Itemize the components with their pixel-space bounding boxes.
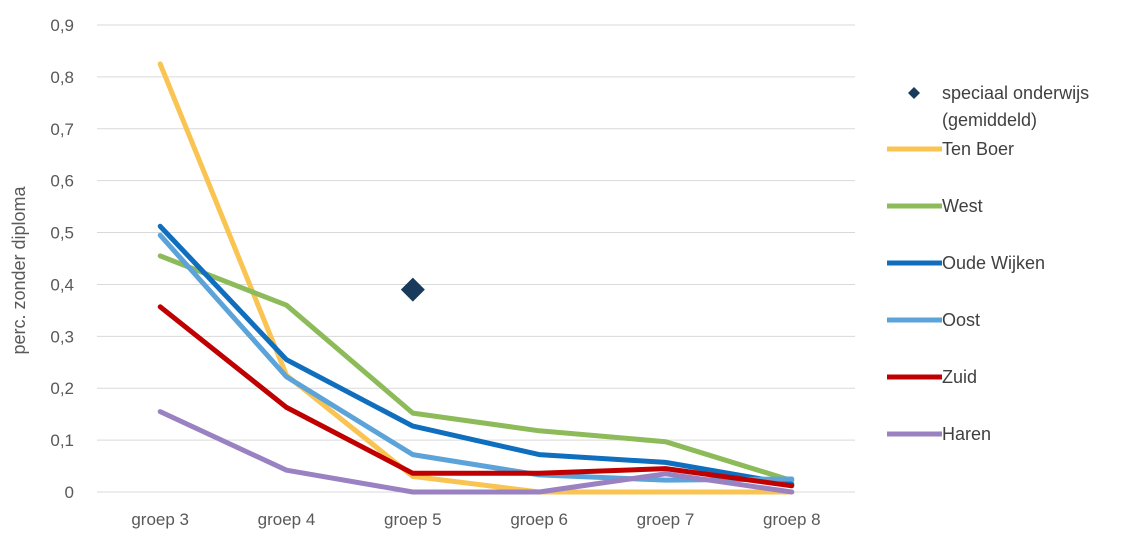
series-lines — [157, 61, 795, 495]
y-tick-label: 0,6 — [50, 172, 74, 191]
x-tick-label: groep 3 — [131, 510, 189, 529]
x-tick-label: groep 7 — [637, 510, 695, 529]
y-tick-label: 0,2 — [50, 379, 74, 398]
legend-label: Haren — [942, 424, 991, 444]
y-tick-label: 0,8 — [50, 68, 74, 87]
y-axis-ticks: 0 0,1 0,2 0,3 0,4 0,5 0,6 0,7 0,8 0,9 — [50, 16, 74, 502]
series-line-oude-wijken — [157, 223, 795, 487]
series-line-haren — [157, 409, 795, 495]
legend-label: Oude Wijken — [942, 253, 1045, 273]
y-tick-label: 0,9 — [50, 16, 74, 35]
y-tick-label: 0,1 — [50, 431, 74, 450]
series-line-ten-boer — [157, 61, 795, 495]
marker-point — [400, 277, 425, 302]
legend-label: Zuid — [942, 367, 977, 387]
legend-label: West — [942, 196, 983, 216]
y-tick-label: 0,7 — [50, 120, 74, 139]
y-tick-label: 0 — [65, 483, 74, 502]
marker-points — [400, 277, 425, 302]
x-tick-label: groep 8 — [763, 510, 821, 529]
legend-marker-label: speciaal onderwijs — [942, 83, 1089, 103]
legend-marker-label: (gemiddeld) — [942, 110, 1037, 130]
legend: speciaal onderwijs (gemiddeld) Ten Boer Wes… — [887, 83, 1089, 444]
series-line-west — [157, 253, 795, 484]
y-tick-label: 0,5 — [50, 224, 74, 243]
series-line-zuid — [157, 304, 795, 489]
legend-marker-symbol — [908, 87, 920, 99]
y-tick-label: 0,4 — [50, 275, 74, 294]
legend-label: Ten Boer — [942, 139, 1014, 159]
y-tick-label: 0,3 — [50, 327, 74, 346]
series-line-oost — [157, 232, 795, 483]
x-tick-label: groep 4 — [258, 510, 316, 529]
y-axis-label: perc. zonder diploma — [9, 185, 29, 354]
x-tick-label: groep 6 — [510, 510, 568, 529]
x-axis-ticks: groep 3 groep 4 groep 5 groep 6 groep 7 groep… — [131, 510, 820, 529]
x-tick-label: groep 5 — [384, 510, 442, 529]
legend-label: Oost — [942, 310, 980, 330]
